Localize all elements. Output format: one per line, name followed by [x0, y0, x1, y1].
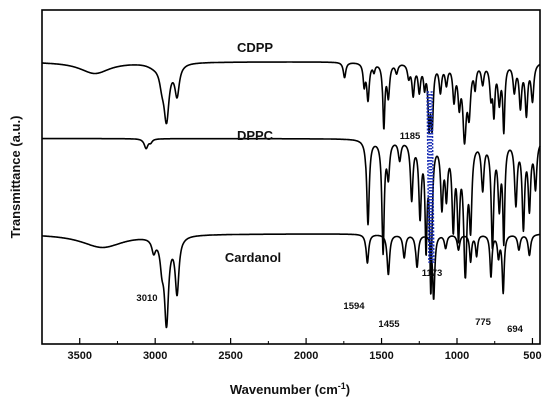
highlight-hatch: [427, 93, 431, 261]
x-tick-label: 3000: [143, 350, 167, 362]
highlight-hatch: [428, 93, 431, 261]
annotation-1185: 1185: [400, 131, 421, 142]
annotation-775: 775: [475, 317, 492, 328]
x-tick-label: 2000: [294, 350, 318, 362]
highlight-hatch: [430, 93, 433, 261]
highlight-hatch: [428, 93, 432, 261]
highlight-hatch: [430, 93, 434, 261]
highlight-1185-1173: [426, 91, 435, 263]
series-label-cdpp: CDPP: [237, 40, 273, 55]
highlight-band: [426, 91, 435, 263]
annotation-694: 694: [507, 324, 524, 335]
highlight-hatch: [429, 93, 433, 261]
series-line-dppc: [41, 137, 541, 295]
x-axis-ticks: 3500 3000 2500 2000 1500 1000 500: [41, 338, 542, 362]
series-line-cardanol: [41, 233, 541, 329]
x-tick-label: 1000: [445, 350, 469, 362]
x-tick-label: 500: [523, 350, 541, 362]
spectra-group: [41, 61, 541, 329]
annotation-1173: 1173: [422, 268, 443, 279]
annotation-3010: 3010: [136, 293, 157, 304]
series-label-dppc: DPPC: [237, 128, 274, 143]
plot-frame: [41, 9, 541, 345]
annotation-1455: 1455: [378, 319, 400, 330]
x-tick-label: 3500: [67, 350, 91, 362]
x-axis-title: Wavenumber (cm-1): [230, 381, 350, 397]
x-tick-label: 1500: [369, 350, 393, 362]
series-label-cardanol: Cardanol: [225, 250, 281, 265]
annotation-1594: 1594: [343, 301, 365, 312]
y-axis-title: Transmittance (a.u.): [8, 116, 23, 239]
series-line-cdpp: [41, 61, 541, 145]
x-tick-label: 2500: [218, 350, 242, 362]
